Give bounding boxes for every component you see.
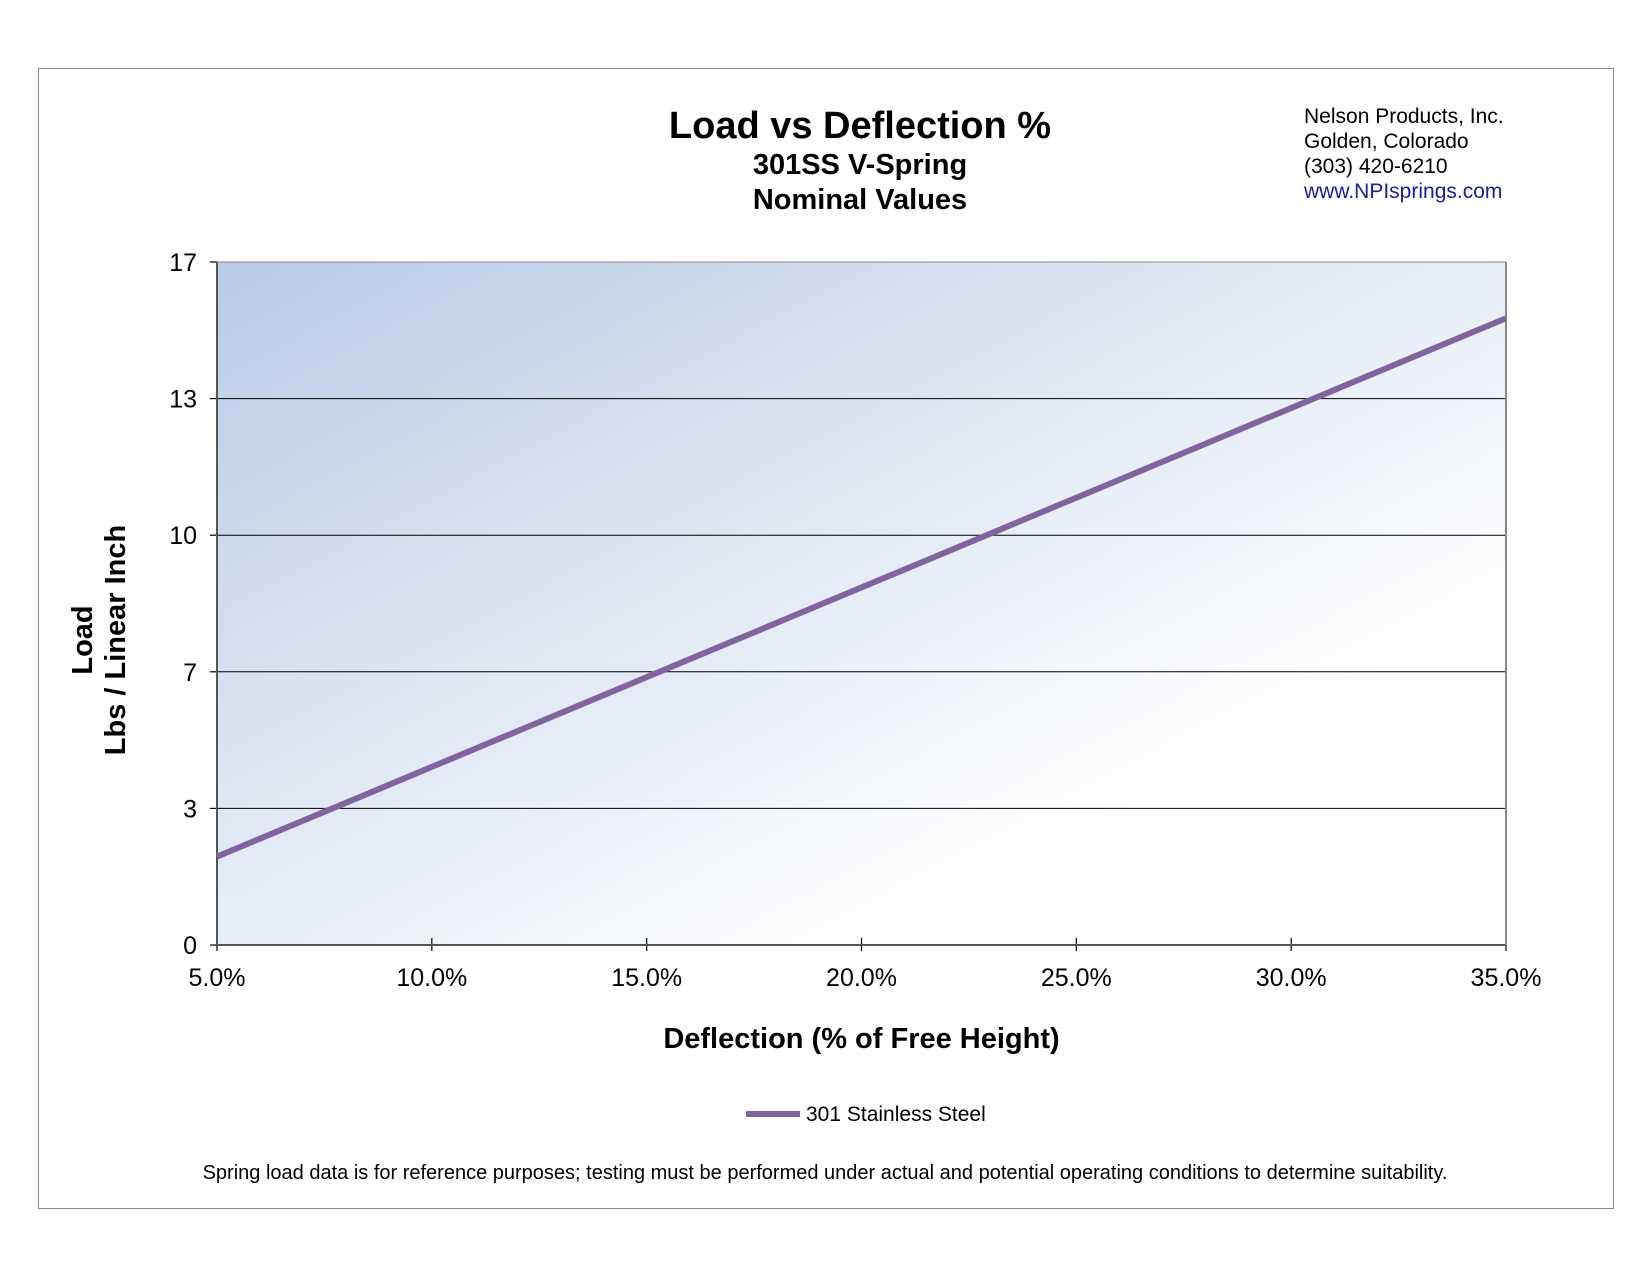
series-line-301-stainless-steel [215,315,1508,860]
y-axis-title: Load Lbs / Linear Inch [67,525,132,755]
company-location: Golden, Colorado [1304,130,1469,153]
axes [210,261,1507,951]
chart-title: Load vs Deflection % [668,105,1052,147]
tick-labels: 0 3 7 10 13 17 5.0% 10.0% 15.0% 20.0% 25.0% 30.0% 35… [169,249,1541,992]
x-tick-label: 15.0% [611,964,682,992]
x-axis-title: Deflection (% of Free Height) [663,1023,1059,1055]
x-tick-label: 35.0% [1471,964,1542,992]
series-layer [215,315,1508,860]
company-phone: (303) 420-6210 [1304,155,1448,178]
plot-area [217,262,1506,945]
y-tick-label: 10 [169,522,197,550]
company-name: Nelson Products, Inc. [1304,105,1504,128]
chart-subtitle-material: 301SS V-Spring [752,149,968,181]
x-tick-label: 30.0% [1256,964,1327,992]
legend: 301 Stainless Steel [746,1103,986,1126]
chart-subtitle-values: Nominal Values [752,184,968,216]
title-block: Load vs Deflection % 301SS V-Spring Nomi… [560,104,1160,218]
disclaimer-note: Spring load data is for reference purpos… [202,1162,1448,1184]
x-tick-label: 20.0% [826,964,897,992]
x-tick-label: 25.0% [1041,964,1112,992]
y-tick-label: 17 [169,249,197,277]
y-tick-label: 13 [169,386,197,414]
y-tick-label: 7 [183,659,197,687]
y-tick-label: 3 [183,795,197,823]
y-tick-label: 0 [183,932,197,960]
y-axis-title-line: Lbs / Linear Inch [100,525,132,755]
x-tick-label: 10.0% [396,964,467,992]
legend-label: 301 Stainless Steel [806,1103,986,1126]
company-website-link[interactable]: www.NPIsprings.com [1304,180,1503,203]
chart-frame [38,68,1614,1209]
y-axis-title-line: Load [67,605,99,674]
company-info: Nelson Products, Inc. Golden, Colorado (… [1304,104,1504,204]
x-tick-label: 5.0% [189,964,246,992]
